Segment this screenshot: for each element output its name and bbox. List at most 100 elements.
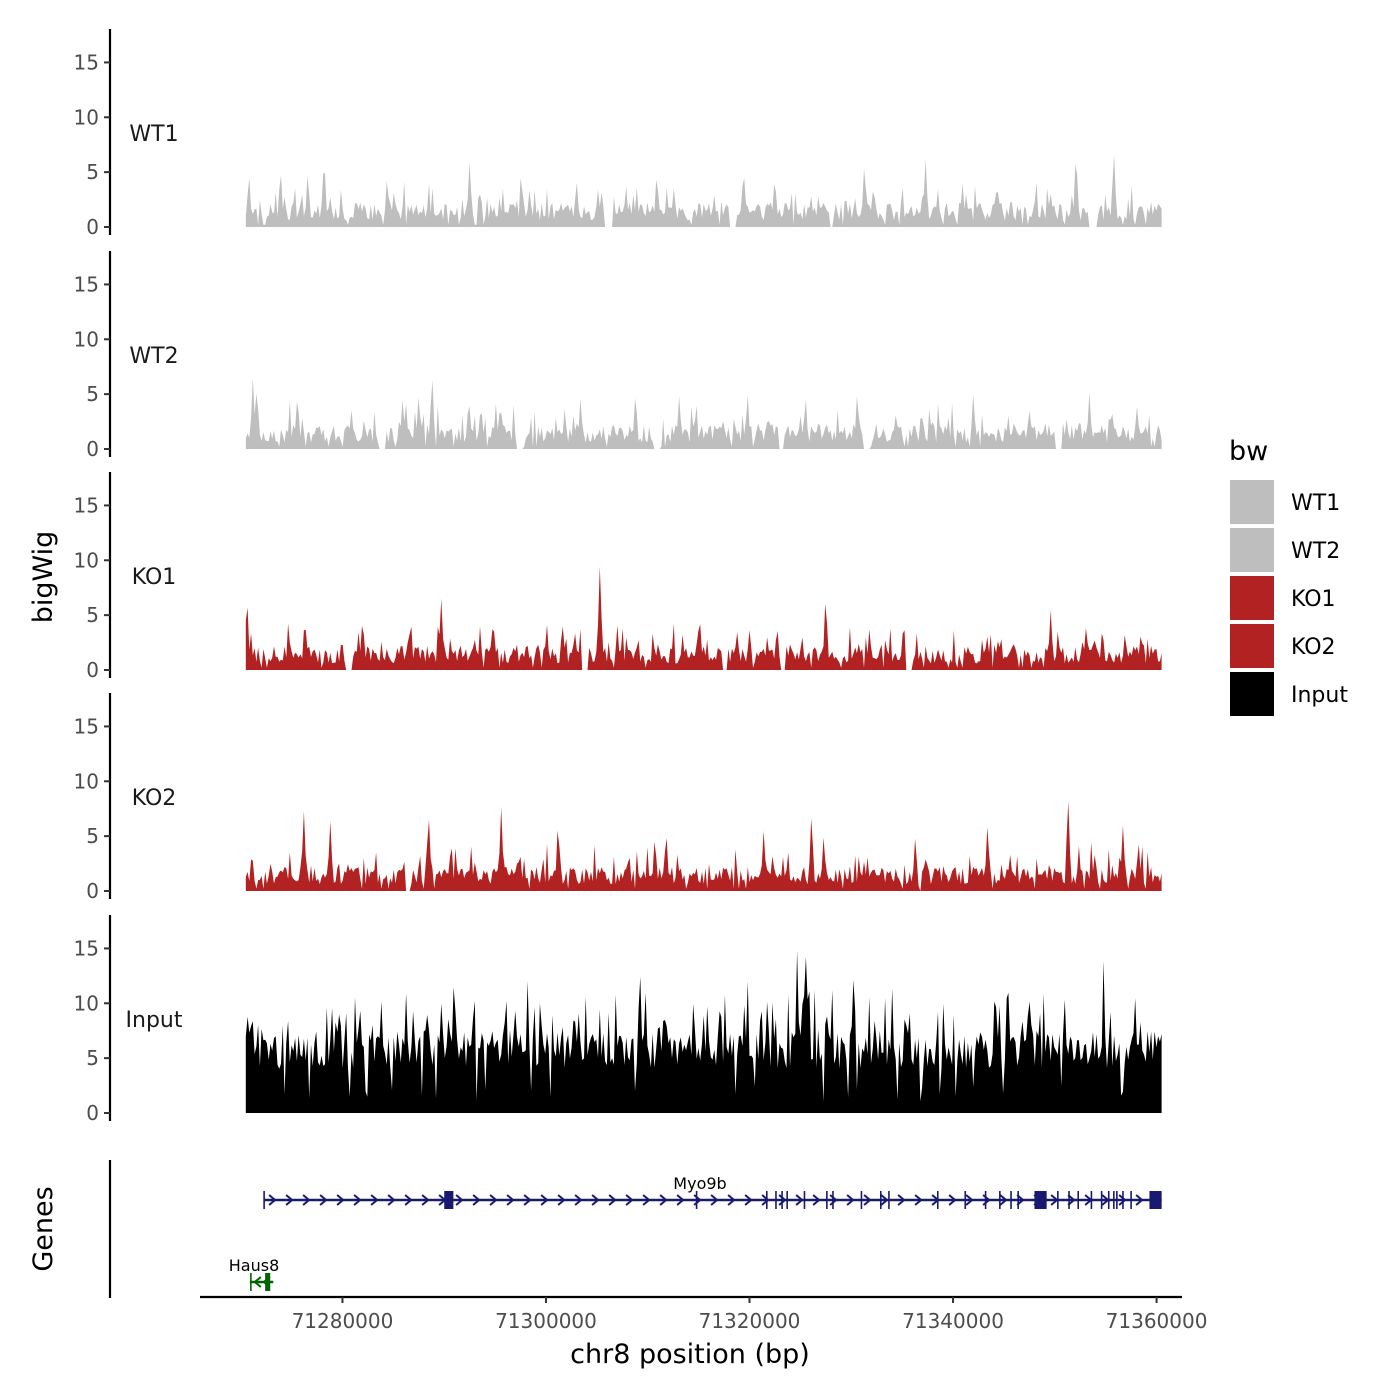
strand-chevron	[948, 1194, 957, 1206]
y-tick-label: 0	[86, 437, 99, 461]
genes-axis-title: Genes	[28, 1186, 59, 1271]
track-label: WT2	[129, 344, 178, 369]
strand-chevron	[863, 1194, 872, 1206]
strand-chevron	[897, 1194, 906, 1206]
strand-chevron	[880, 1194, 889, 1206]
gene-label: Myo9b	[673, 1174, 726, 1193]
strand-chevron	[1016, 1194, 1025, 1206]
strand-chevron	[370, 1194, 379, 1206]
y-tick-label: 10	[74, 548, 99, 572]
strand-chevron	[540, 1194, 549, 1206]
strand-chevron	[472, 1194, 481, 1206]
legend: bw WT1 WT2 KO1 KO2 Input	[1229, 436, 1348, 716]
strand-chevron	[253, 1276, 262, 1288]
y-tick-label: 5	[86, 160, 99, 184]
y-tick-label: 15	[74, 714, 99, 738]
exon	[1034, 1191, 1047, 1209]
y-tick-label: 5	[86, 382, 99, 406]
y-tick-label: 10	[74, 769, 99, 793]
y-tick-label: 5	[86, 1046, 99, 1070]
y-tick-label: 10	[74, 327, 99, 351]
x-axis: 71280000 71300000 71320000 71340000 71360000	[200, 1295, 1208, 1333]
track-input: 0 5 10 15 Input	[74, 915, 1162, 1125]
signal-area-wt2	[245, 378, 1162, 449]
x-axis-title: chr8 position (bp)	[570, 1339, 810, 1370]
strand-chevron	[506, 1194, 515, 1206]
strand-chevron	[336, 1194, 345, 1206]
track-label: KO1	[132, 565, 177, 590]
strand-chevron	[302, 1194, 311, 1206]
strand-chevron	[319, 1194, 328, 1206]
legend-swatch-input	[1230, 672, 1274, 716]
strand-chevron	[965, 1194, 974, 1206]
strand-chevron	[761, 1194, 770, 1206]
strand-chevron	[744, 1194, 753, 1206]
strand-chevron	[795, 1194, 804, 1206]
strand-chevron	[455, 1194, 464, 1206]
y-tick-label: 15	[74, 936, 99, 960]
gene-haus8: Haus8	[229, 1256, 280, 1291]
signal-area-ko1	[245, 566, 1162, 670]
bigwig-tracks: 0 5 10 15 WT1 0 5 10 15 WT2 0 5 10 15 KO1 0 5 10 15 KO2 0 5 10…	[74, 29, 1162, 1125]
strand-chevron	[659, 1194, 668, 1206]
strand-chevron	[387, 1194, 396, 1206]
legend-swatch-ko2	[1230, 624, 1274, 668]
strand-chevron	[914, 1194, 923, 1206]
track-wt1: 0 5 10 15 WT1	[74, 29, 1162, 239]
track-label: KO2	[132, 786, 177, 811]
strand-chevron	[1067, 1194, 1076, 1206]
strand-chevron	[353, 1194, 362, 1206]
legend-label-wt1: WT1	[1291, 491, 1340, 516]
strand-chevron	[591, 1194, 600, 1206]
legend-swatch-wt1	[1230, 480, 1274, 524]
strand-chevron	[268, 1194, 277, 1206]
strand-chevron	[778, 1194, 787, 1206]
y-axis-title: bigWig	[28, 531, 59, 624]
exon	[265, 1273, 271, 1291]
signal-area-wt1	[245, 154, 1162, 227]
strand-chevron	[608, 1194, 617, 1206]
legend-label-ko1: KO1	[1291, 587, 1336, 612]
strand-chevron	[812, 1194, 821, 1206]
y-tick-label: 15	[74, 50, 99, 74]
strand-chevron	[625, 1194, 634, 1206]
strand-chevron	[557, 1194, 566, 1206]
strand-chevron	[676, 1194, 685, 1206]
strand-chevron	[404, 1194, 413, 1206]
strand-chevron	[574, 1194, 583, 1206]
x-tick-label: 71360000	[1106, 1309, 1208, 1333]
y-tick-label: 15	[74, 272, 99, 296]
strand-chevron	[523, 1194, 532, 1206]
strand-chevron	[846, 1194, 855, 1206]
gene-myo9b: Myo9b	[263, 1174, 1162, 1209]
legend-label-wt2: WT2	[1291, 539, 1340, 564]
y-tick-label: 0	[86, 1101, 99, 1125]
y-tick-label: 0	[86, 215, 99, 239]
track-ko2: 0 5 10 15 KO2	[74, 693, 1162, 903]
strand-chevron	[1118, 1194, 1127, 1206]
strand-chevron	[285, 1194, 294, 1206]
y-tick-label: 5	[86, 824, 99, 848]
y-tick-label: 15	[74, 493, 99, 517]
strand-chevron	[710, 1194, 719, 1206]
x-tick-label: 71280000	[292, 1309, 394, 1333]
legend-swatch-ko1	[1230, 576, 1274, 620]
legend-swatch-wt2	[1230, 528, 1274, 572]
track-label: Input	[126, 1008, 183, 1033]
y-tick-label: 0	[86, 658, 99, 682]
strand-chevron	[421, 1194, 430, 1206]
signal-area-input	[245, 950, 1162, 1113]
exon	[444, 1191, 454, 1209]
strand-chevron	[489, 1194, 498, 1206]
legend-title: bw	[1229, 436, 1268, 467]
gene-track: Myo9b Haus8	[108, 1160, 1162, 1298]
y-tick-label: 10	[74, 991, 99, 1015]
strand-chevron	[829, 1194, 838, 1206]
legend-label-ko2: KO2	[1291, 635, 1336, 660]
x-tick-label: 71340000	[902, 1309, 1004, 1333]
strand-chevron	[727, 1194, 736, 1206]
exon	[1149, 1191, 1162, 1209]
gene-label: Haus8	[229, 1256, 280, 1275]
y-tick-label: 0	[86, 879, 99, 903]
